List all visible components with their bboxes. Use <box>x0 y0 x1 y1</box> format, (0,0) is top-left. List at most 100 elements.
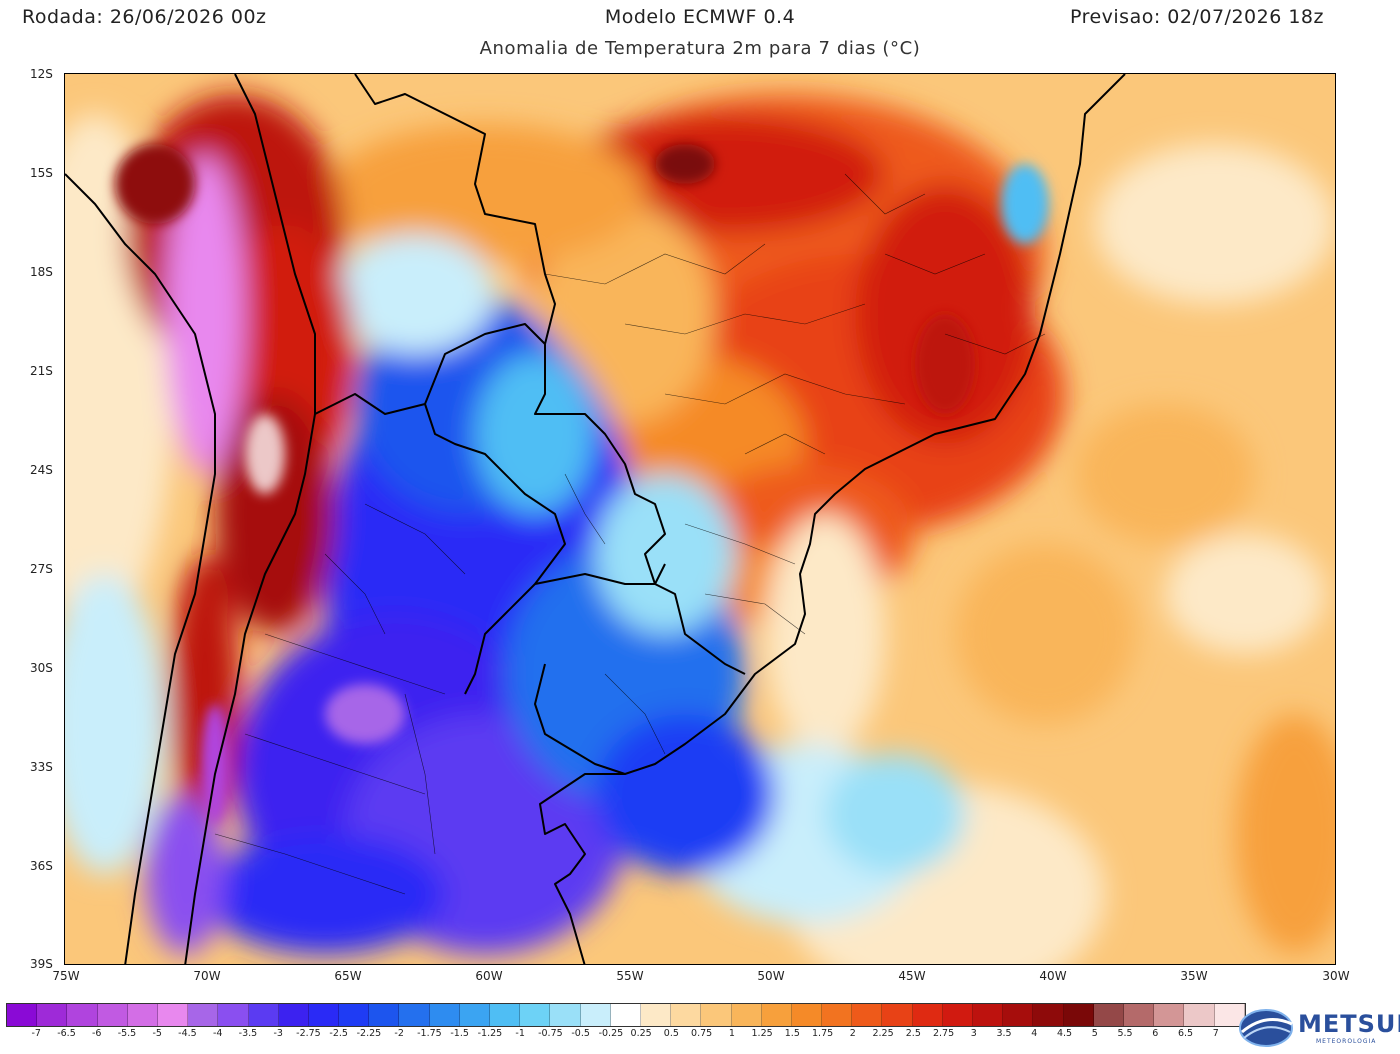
country-borders <box>65 74 1126 964</box>
color-swatch <box>339 1004 370 1026</box>
color-scale-tick-label: -1.5 <box>450 1028 469 1039</box>
color-swatch <box>248 1004 279 1026</box>
lat-label-33s: 33S <box>30 760 53 774</box>
color-scale-tick-label: 0.75 <box>691 1028 713 1039</box>
color-scale-tick-label: -5.5 <box>117 1028 137 1039</box>
lon-label-45w: 45W <box>898 969 926 983</box>
color-swatch <box>882 1004 913 1026</box>
color-swatch <box>127 1004 158 1026</box>
color-scale-tick-label: 1.5 <box>784 1028 800 1039</box>
color-scale-tick-label: 5.5 <box>1117 1028 1133 1039</box>
color-scale-tick-label: -7 <box>31 1028 41 1039</box>
lat-label-12s: 12S <box>30 67 53 81</box>
color-swatch <box>278 1004 309 1026</box>
lat-label-18s: 18S <box>30 265 53 279</box>
color-scale-tick-label: 3 <box>970 1028 977 1039</box>
color-swatch <box>731 1004 762 1026</box>
lat-label-15s: 15S <box>30 166 53 180</box>
color-swatch <box>791 1004 823 1026</box>
color-swatch <box>822 1004 853 1026</box>
color-swatch <box>459 1004 490 1026</box>
color-scale-tick-label: 2.75 <box>932 1028 955 1039</box>
color-scale-tick-label: -2 <box>394 1028 404 1039</box>
color-scale-tick-label: 1.75 <box>812 1028 834 1039</box>
lat-label-27s: 27S <box>30 562 53 576</box>
lon-label-55w: 55W <box>616 969 644 983</box>
globe-icon <box>1239 1009 1293 1047</box>
lon-label-50w: 50W <box>757 969 785 983</box>
color-swatch <box>369 1004 400 1026</box>
color-swatch <box>7 1004 38 1026</box>
color-scale-tick-label: -0.5 <box>571 1028 590 1039</box>
color-swatch <box>429 1004 460 1026</box>
map-subtitle: Anomalia de Temperatura 2m para 7 dias (… <box>479 38 921 59</box>
color-scale-tick-label: 7 <box>1212 1028 1219 1039</box>
color-scale-tick-label: -6 <box>91 1028 102 1039</box>
metsul-logo: METSUL METEOROLOGIA <box>1236 1006 1400 1050</box>
color-scale-tick-label: -0.25 <box>598 1028 624 1039</box>
color-scale-tick-label: 6 <box>1152 1028 1159 1039</box>
lat-label-39s: 39S <box>30 957 53 971</box>
color-swatch <box>1123 1004 1155 1026</box>
color-scale-tick-label: -1.75 <box>417 1028 442 1039</box>
color-swatch <box>671 1004 702 1026</box>
color-scale-tick-label: -0.75 <box>538 1028 563 1039</box>
color-swatch <box>942 1004 973 1026</box>
color-swatch <box>520 1004 551 1026</box>
color-scale-tick-label: 3.5 <box>996 1028 1012 1039</box>
lon-label-60w: 60W <box>475 969 503 983</box>
color-swatch <box>188 1004 219 1026</box>
state-borders <box>214 173 1046 895</box>
color-swatch <box>1154 1004 1185 1026</box>
forecast-date-label: Previsao: 02/07/2026 18z <box>1069 6 1324 28</box>
color-swatch <box>1093 1004 1124 1026</box>
color-scale-bar <box>6 1003 1246 1027</box>
color-scale-tick-label: -1.25 <box>477 1028 503 1039</box>
lat-label-30s: 30S <box>30 661 53 675</box>
color-scale-tick-label: -2.75 <box>296 1028 321 1039</box>
color-swatch <box>157 1004 189 1026</box>
lat-label-36s: 36S <box>30 859 53 873</box>
color-scale-tick-label: 6.5 <box>1177 1028 1194 1039</box>
color-scale-tick-label: -4 <box>212 1028 223 1039</box>
color-scale-tick-label: 4 <box>1031 1028 1038 1039</box>
logo-name: METSUL <box>1298 1010 1400 1038</box>
color-swatch <box>67 1004 98 1026</box>
color-swatch <box>580 1004 611 1026</box>
anomaly-map-canvas <box>65 74 1335 964</box>
lon-label-40w: 40W <box>1039 969 1067 983</box>
lon-label-30w: 30W <box>1322 969 1350 983</box>
lat-label-21s: 21S <box>30 364 53 378</box>
color-swatch <box>308 1004 340 1026</box>
color-scale-tick-label: 4.5 <box>1056 1028 1073 1039</box>
logo-subtitle: METEOROLOGIA <box>1316 1038 1377 1045</box>
color-scale-tick-label: 1.25 <box>751 1028 773 1039</box>
color-swatch <box>640 1004 672 1026</box>
color-swatch <box>1003 1004 1034 1026</box>
lon-label-35w: 35W <box>1180 969 1208 983</box>
lat-label-24s: 24S <box>30 463 53 477</box>
color-scale-tick-label: -5 <box>152 1028 162 1039</box>
color-swatch <box>761 1004 792 1026</box>
color-swatch <box>1033 1004 1064 1026</box>
color-scale-tick-label: -4.5 <box>178 1028 197 1039</box>
color-swatch <box>218 1004 249 1026</box>
anomaly-map <box>64 73 1336 965</box>
model-name-label: Modelo ECMWF 0.4 <box>604 6 796 28</box>
color-scale-tick-label: -2.25 <box>356 1028 382 1039</box>
color-scale-tick-label: 2.5 <box>905 1028 921 1039</box>
run-date-label: Rodada: 26/06/2026 00z <box>22 6 267 28</box>
color-scale-tick-label: 5 <box>1091 1028 1098 1039</box>
color-swatch <box>1063 1004 1094 1026</box>
color-scale-tick-label: -3.5 <box>238 1028 258 1039</box>
color-swatch <box>550 1004 581 1026</box>
color-scale-tick-label: -2.5 <box>329 1028 348 1039</box>
color-scale-tick-label: -1 <box>515 1028 525 1039</box>
color-swatch <box>490 1004 521 1026</box>
color-swatch <box>973 1004 1004 1026</box>
color-scale-tick-label: 0.25 <box>630 1028 652 1039</box>
color-swatch <box>912 1004 943 1026</box>
color-swatch <box>701 1004 732 1026</box>
color-swatch <box>852 1004 883 1026</box>
color-swatch <box>399 1004 430 1026</box>
